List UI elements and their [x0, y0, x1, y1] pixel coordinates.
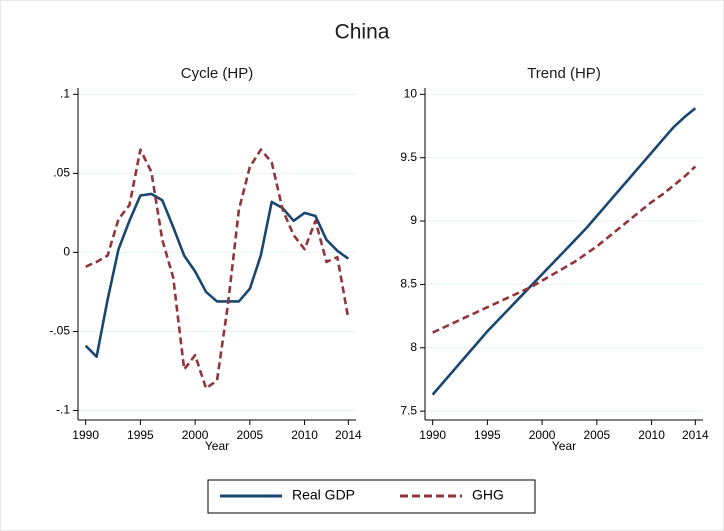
y-tick-label: .05	[53, 166, 70, 180]
x-tick-label: 1995	[474, 428, 501, 442]
x-axis-label: Year	[552, 439, 576, 453]
y-tick-label: 9	[410, 213, 417, 227]
y-tick-label: -.1	[56, 403, 70, 417]
subplot-title: Trend (HP)	[527, 65, 601, 82]
y-tick-label: 9.5	[400, 150, 417, 164]
y-tick-label: 8	[410, 340, 417, 354]
x-axis-label: Year	[205, 439, 229, 453]
y-tick-label: 8.5	[400, 277, 417, 291]
x-tick-label: 2000	[529, 428, 556, 442]
y-tick-label: .1	[60, 86, 70, 100]
line-series	[85, 148, 350, 390]
y-tick-label: -.05	[49, 324, 70, 338]
line-series	[84, 192, 350, 359]
x-tick-label: 1995	[127, 428, 154, 442]
y-tick-label: 10	[404, 87, 418, 101]
y-tick-label: 0	[63, 245, 70, 259]
chart-title: China	[335, 21, 390, 44]
legend-label: Real GDP	[292, 487, 355, 503]
x-tick-label: 2010	[638, 428, 665, 442]
x-tick-label: 2014	[335, 428, 362, 442]
x-tick-label: 2005	[583, 428, 610, 442]
y-tick-label: 7.5	[400, 403, 417, 417]
x-tick-label: 1990	[419, 428, 446, 442]
line-series	[431, 107, 697, 396]
legend-label: GHG	[472, 487, 504, 503]
x-tick-label: 2000	[182, 428, 209, 442]
x-tick-label: 2014	[682, 428, 709, 442]
x-tick-label: 2010	[291, 428, 318, 442]
x-tick-label: 2005	[236, 428, 263, 442]
x-tick-label: 1990	[72, 428, 99, 442]
subplot-title: Cycle (HP)	[181, 65, 254, 82]
line-series	[432, 165, 697, 334]
